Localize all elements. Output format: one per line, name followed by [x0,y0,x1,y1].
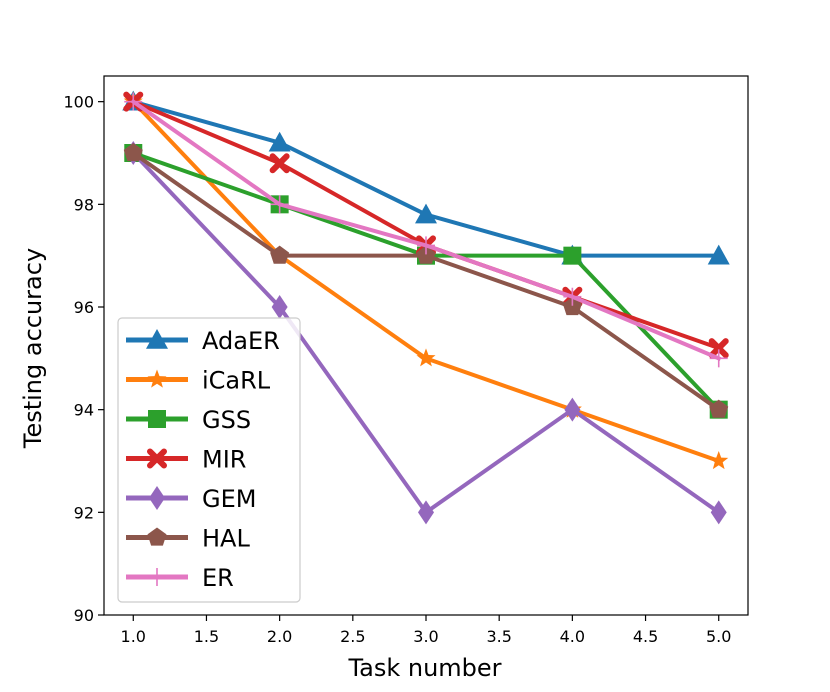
data-point-mir-2 [269,153,290,174]
data-point-er-2 [270,195,289,214]
data-point-icarl-5 [709,451,729,470]
x-tick-label: 4.0 [560,627,585,646]
legend-entry-gss: GSS [126,406,251,434]
series-er [124,92,728,368]
data-point-hal-2 [270,245,290,264]
y-tick-label: 90 [74,606,94,625]
data-point-adaer-5 [707,244,730,265]
legend-label: HAL [202,525,250,553]
y-tick-label: 98 [74,195,94,214]
legend-label: iCaRL [202,367,271,395]
legend-label: AdaER [202,327,280,355]
legend-marker-hal [147,527,167,546]
data-point-hal-5 [709,399,729,418]
x-tick-label: 5.0 [706,627,731,646]
y-tick-label: 96 [74,298,94,317]
legend-entry-hal: HAL [126,525,250,553]
data-point-hal-3 [416,245,436,264]
legend-label: GSS [202,406,251,434]
data-point-adaer-2 [268,131,291,152]
legend-marker-adaer [146,329,168,349]
x-tick-label: 2.0 [267,627,292,646]
series-hal [123,143,729,418]
y-tick-label: 94 [74,401,94,420]
data-point-er-4 [563,287,582,306]
x-axis-label: Task number [347,654,501,682]
legend-box [117,317,301,603]
legend: AdaER iCaRL GSS MIR GEM HAL ER [117,317,301,603]
y-axis-label: Testing accuracy [19,248,47,449]
data-point-gem-4 [564,397,581,422]
legend-marker-mir [147,448,167,469]
x-tick-label: 3.5 [486,627,511,646]
data-point-gem-5 [710,500,727,525]
legend-entry-gem: GEM [126,485,256,513]
y-tick-label: 100 [63,93,94,112]
x-tick-label: 3.0 [413,627,438,646]
data-point-hal-1 [123,143,143,162]
legend-entry-mir: MIR [126,446,246,474]
legend-marker-er [148,568,166,586]
legend-entry-icarl: iCaRL [126,367,271,395]
data-point-gss-4 [563,246,582,265]
legend-label: MIR [202,446,246,474]
data-point-icarl-3 [416,348,436,367]
data-point-er-3 [417,236,435,255]
x-tick-label: 4.5 [633,627,658,646]
data-point-adaer-3 [415,203,437,224]
legend-entry-adaer: AdaER [126,327,280,355]
data-point-gem-2 [271,295,288,319]
data-point-hal-4 [562,297,582,316]
y-tick-label: 92 [74,503,94,522]
legend-marker-icarl [147,369,167,388]
legend-marker-gss [148,410,166,428]
legend-marker-gem [149,486,165,510]
legend-label: GEM [202,485,256,513]
x-tick-label: 1.0 [121,627,146,646]
legend-entry-er: ER [126,564,234,592]
data-point-er-5 [709,349,728,368]
legend-label: ER [202,564,234,592]
x-tick-label: 2.5 [340,627,365,646]
data-point-mir-5 [708,338,729,359]
data-point-er-1 [124,92,143,111]
x-tick-label: 1.5 [194,627,219,646]
axis-ticks: 1.0 1.5 2.0 2.5 3.0 3.5 4.0 4.5 5.0 90 92 94 96 98 100 [63,75,749,646]
data-point-gem-3 [418,500,434,525]
